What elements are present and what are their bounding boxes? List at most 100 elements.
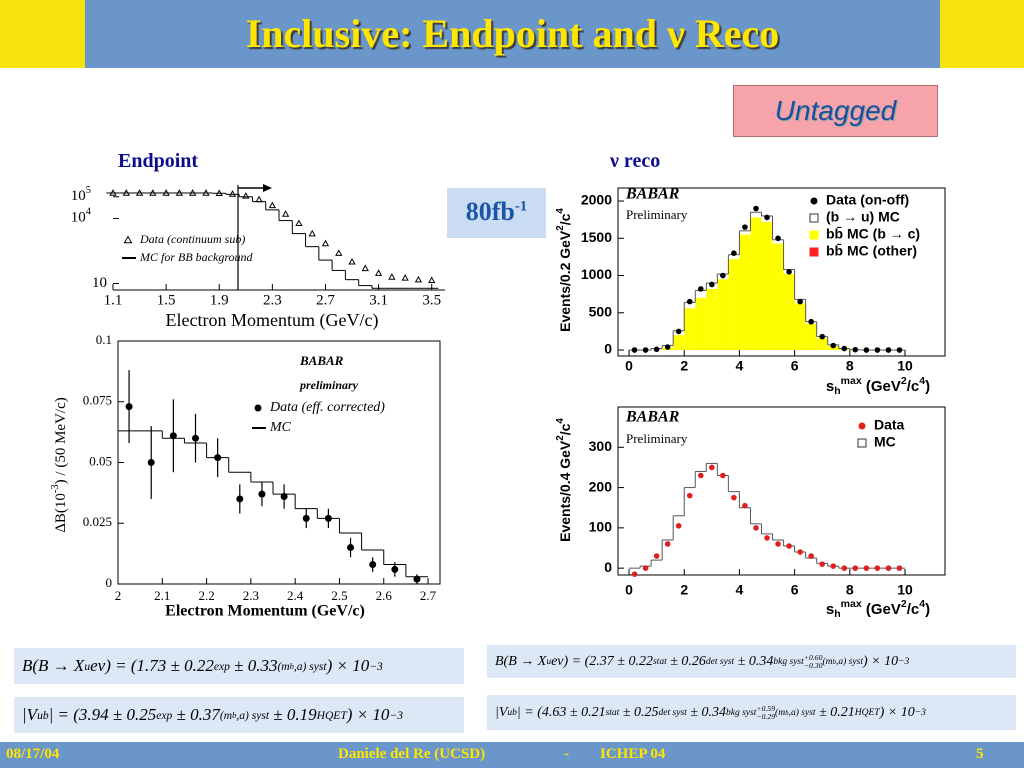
data-point [631,571,638,577]
formula-part: ub [507,707,517,718]
data-point [709,281,715,288]
annotation: BABAR [299,353,344,368]
y-axis-label: Events/0.4 GeV2/c4 [555,418,573,542]
formula-part: (m [219,708,233,722]
x-tick-label: 2.2 [198,588,214,603]
y-axis-label-part: ΔB(10 [53,493,69,533]
x-tick-label: 4 [736,582,744,598]
formula-part: ,a) syst [836,656,863,667]
formula-part: ± 0.34 [734,653,774,669]
formula-part: eν) = (2.37 ± 0.22 [551,653,653,669]
data-point [391,565,399,573]
y-tick-base: 10 [71,210,86,226]
formula-part: det syst [705,656,735,667]
plot-frame [617,187,946,357]
x-axis-label-part: s [826,378,834,395]
formula: |V ub | = (3.94 ± 0.25 exp ± 0.37 (m b ,a) sys… [14,697,464,733]
data-point [697,286,704,292]
x-axis-label-part: 2 [901,375,907,387]
data-point [302,514,310,522]
legend-label: MC for BB background [139,250,254,264]
x-tick-label: 6 [791,358,799,374]
y-tick-label: 10 [92,275,107,291]
data-point [162,189,170,196]
x-axis-label-part: (GeV [862,601,901,618]
histogram-bin [673,335,685,351]
data-point [192,434,200,442]
y-axis-label-part: /c [557,213,573,225]
x-axis-label: Electron Momentum (GeV/c) [165,603,365,620]
data-point [147,459,155,466]
data-point [863,565,870,571]
data-point [653,553,660,559]
y-tick-label: 0.1 [96,332,112,347]
data-point [830,342,837,349]
annotation: BABAR [625,409,680,426]
formula: |V ub | = (4.63 ± 0.21 stat ± 0.25 det syst … [487,695,1016,730]
x-tick-label: 2.3 [263,292,282,308]
y-tick-label: 1000 [581,266,612,282]
data-point [808,553,814,559]
formula-part: ,a) syst [293,659,327,673]
x-tick-label: 8 [846,358,854,374]
data-point [852,565,859,571]
data-point [686,492,693,499]
x-axis-label: shmax (GeV2/c4) [826,598,930,620]
histogram-bin [717,279,729,351]
formula-part: HQET [854,707,880,718]
data-point [236,495,244,503]
data-point [686,298,693,305]
x-tick-label: 8 [846,582,854,598]
y-axis-label-part: Events/0.2 GeV [557,230,573,332]
y-tick-label: 300 [589,438,613,454]
formula-part: ± 0.33 [229,656,278,675]
data-point [830,563,837,569]
luminosity: 80fb-1 [447,197,546,227]
y-axis-label: ΔB(10-3) / (50 MeV/c) [50,397,69,532]
formula-part: det syst [658,707,687,718]
footer-conference: ICHEP 04 [600,746,666,762]
formula-part: bkg syst [725,707,757,718]
data-point [797,549,803,555]
y-axis-label: Events/0.2 GeV2/c4 [555,208,573,332]
y-axis-label-part: ) / (50 MeV/c) [53,397,69,484]
formula-part: eν) = (1.73 ± 0.22 [90,656,214,675]
formula-part: b [832,657,837,666]
x-axis-label-part: h [834,385,840,397]
data-point [413,575,421,583]
data-point [642,347,649,353]
formula-upper: +0.60 [803,652,823,662]
x-tick-label: 1.5 [157,292,176,308]
legend-label: Data (eff. corrected) [269,400,385,415]
y-tick-label: 0.05 [89,453,112,468]
y-axis-label-part: 2 [555,435,566,441]
x-tick-label: 2.7 [420,588,437,603]
tag: Untagged [774,95,897,126]
formula-part: −3 [389,708,403,722]
x-tick-label: 2.1 [154,588,170,603]
data-point [255,195,263,203]
histogram-bin [684,308,696,351]
header-band [0,0,85,68]
formula-part: −3 [898,656,910,667]
y-axis-label-part: /c [557,423,573,435]
y-tick-exponent: 5 [86,185,91,196]
formula-part: (m [775,707,786,718]
x-axis-label-part: ) [925,601,930,618]
histogram-bin [816,338,828,351]
x-axis-label-part: 4 [919,375,925,387]
slide-title: Inclusive: Endpoint and ν Reco [245,11,780,56]
x-axis-label-part: 4 [919,598,925,610]
histogram-bin [783,274,795,351]
legend-label: bb̄ MC (other) [826,242,917,259]
legend-label: MC [269,420,292,435]
footer-author: Daniele del Re (UCSD) [338,746,486,762]
data-point [896,347,903,353]
data-point [742,224,748,230]
cut-arrow-head [263,184,272,192]
section-label: ν reco [610,150,661,172]
formula-part: −3 [369,659,383,673]
legend-label: Data (on-off) [826,192,909,208]
data-point [428,276,436,284]
legend-symbol [857,438,867,448]
